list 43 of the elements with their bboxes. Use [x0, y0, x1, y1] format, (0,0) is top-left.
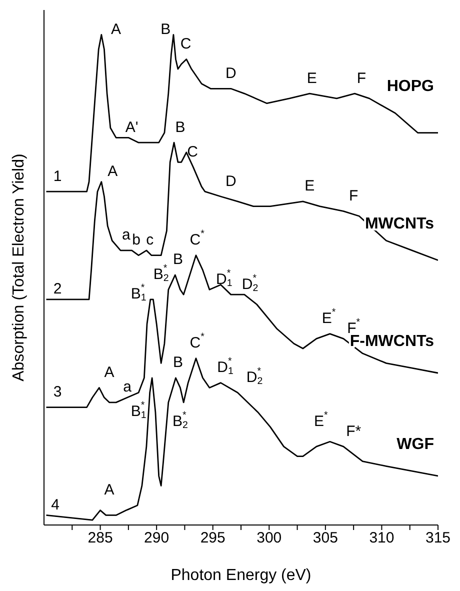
- annotation: C$^{*}$: [190, 228, 205, 249]
- series-label: F-MWCNTs: [350, 333, 434, 350]
- x-axis-title: Photon Energy (eV): [170, 567, 312, 584]
- annotation: B: [175, 118, 186, 136]
- annotation: B: [172, 354, 183, 372]
- annotation: F*: [346, 422, 362, 440]
- annotation: F: [348, 187, 358, 204]
- annotation: 1: [53, 168, 62, 185]
- annotation: A': [125, 118, 138, 136]
- annotation: C: [180, 35, 192, 52]
- x-tick-label: 315: [425, 530, 451, 547]
- series-label: WGF: [396, 436, 434, 454]
- annotation: B: [172, 251, 183, 268]
- series-label: HOPG: [386, 78, 434, 96]
- annotation: a: [122, 226, 132, 244]
- annotation: a: [123, 378, 132, 396]
- annotation: C$^{*}$: [190, 331, 205, 352]
- annotation: E: [304, 178, 315, 195]
- annotation: A: [104, 482, 114, 499]
- annotation: E: [306, 70, 317, 87]
- x-tick-label: 310: [369, 530, 394, 547]
- annotation: A: [111, 20, 122, 38]
- annotation: 2: [53, 280, 62, 298]
- annotation: b: [132, 232, 140, 249]
- y-axis-title: Absorption (Total Electron Yield): [10, 154, 28, 382]
- x-tick-label: 290: [144, 530, 170, 547]
- annotation: 4: [51, 496, 60, 514]
- annotation: 3: [53, 384, 62, 401]
- annotation: E$^{*}$: [314, 410, 328, 430]
- annotation: A: [104, 364, 114, 381]
- x-tick-label: 285: [88, 530, 113, 547]
- x-tick-label: 305: [312, 530, 338, 547]
- annotation: B: [160, 20, 171, 38]
- annotation: F: [356, 70, 366, 87]
- annotation: A: [108, 162, 118, 180]
- x-tick-label: 300: [256, 530, 282, 547]
- annotation: C: [187, 143, 198, 160]
- series-label: MWCNTs: [364, 216, 434, 233]
- annotation: D: [225, 64, 236, 82]
- x-tick-label: 295: [200, 530, 226, 547]
- annotation: D: [225, 172, 236, 190]
- annotation: c: [146, 232, 154, 249]
- annotation: E$^{*}$: [322, 306, 336, 328]
